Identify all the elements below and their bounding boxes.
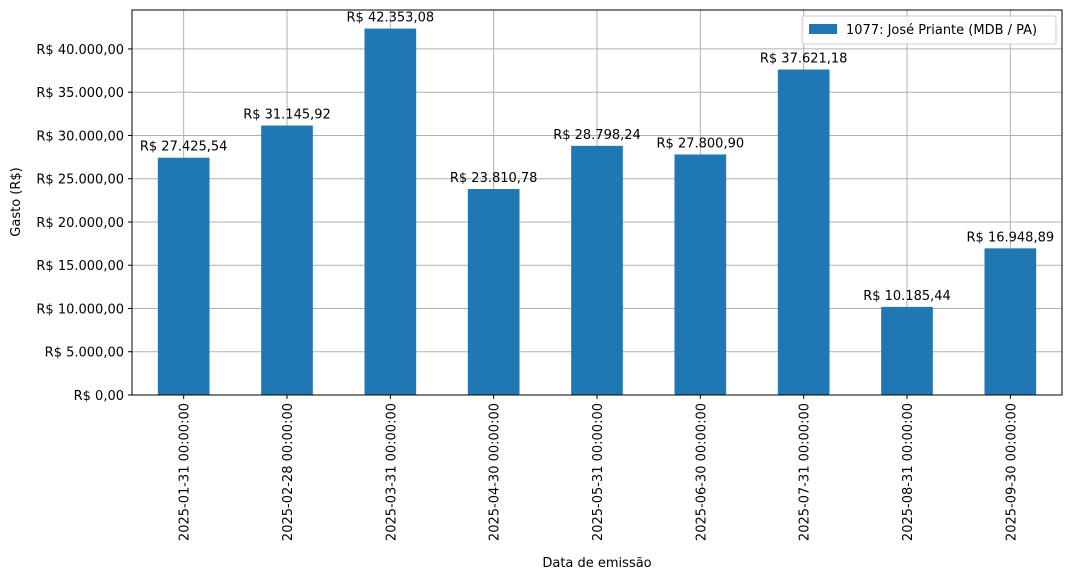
y-tick-label: R$ 15.000,00 <box>36 259 124 274</box>
y-tick-label: R$ 25.000,00 <box>36 173 124 188</box>
bar <box>571 145 623 395</box>
bar-data-label: R$ 16.948,89 <box>967 230 1055 245</box>
bar <box>157 157 210 395</box>
bar-data-label: R$ 37.621,18 <box>760 52 848 67</box>
data-labels-layer: R$ 27.425,54 R$ 31.145,92 R$ 42.353,08 R$ 2… <box>140 11 1054 304</box>
bar-data-label: R$ 31.145,92 <box>243 108 331 123</box>
legend: 1077: José Priante (MDB / PA) <box>801 15 1057 45</box>
y-ticks-layer: R$ 0,00 R$ 5.000,00 R$ 10.000,00 R$ 15.000,… <box>36 43 132 404</box>
legend-label: 1077: José Priante (MDB / PA) <box>846 23 1037 38</box>
y-axis-label: Gasto (R$) <box>9 167 24 236</box>
legend-swatch <box>809 24 837 34</box>
bar <box>261 125 313 395</box>
y-tick-label: R$ 5.000,00 <box>45 346 124 361</box>
x-tick-label: 2025-09-30 00:00:00 <box>1004 403 1019 541</box>
y-tick-label: R$ 40.000,00 <box>36 43 124 58</box>
bar-data-label: R$ 27.425,54 <box>140 140 228 155</box>
x-tick-label: 2025-06-30 00:00:00 <box>694 403 709 541</box>
x-tick-label: 2025-04-30 00:00:00 <box>488 403 503 541</box>
legend-box <box>801 15 1057 45</box>
x-tick-label: 2025-08-31 00:00:00 <box>901 403 916 541</box>
bar-data-label: R$ 23.810,78 <box>450 171 538 186</box>
x-axis-label: Data de emissão <box>542 556 651 571</box>
bars-layer <box>157 28 1037 396</box>
x-tick-label: 2025-07-31 00:00:00 <box>798 403 813 541</box>
bar <box>984 248 1037 395</box>
bar-data-label: R$ 28.798,24 <box>553 128 641 143</box>
bar-data-label: R$ 42.353,08 <box>347 11 435 26</box>
x-ticks-layer: 2025-01-31 00:00:00 2025-02-28 00:00:00 20… <box>178 395 1019 541</box>
y-tick-label: R$ 10.000,00 <box>36 302 124 317</box>
x-tick-label: 2025-01-31 00:00:00 <box>178 403 193 541</box>
y-tick-label: R$ 30.000,00 <box>36 129 124 144</box>
bar <box>364 28 417 396</box>
bar-data-label: R$ 27.800,90 <box>657 136 745 151</box>
x-tick-label: 2025-02-28 00:00:00 <box>281 403 296 541</box>
bar <box>674 154 727 395</box>
bar <box>777 69 830 395</box>
y-tick-label: R$ 20.000,00 <box>36 216 124 231</box>
x-tick-label: 2025-03-31 00:00:00 <box>384 403 399 541</box>
y-tick-label: R$ 0,00 <box>74 389 124 404</box>
x-tick-label: 2025-05-31 00:00:00 <box>591 403 606 541</box>
bar <box>881 306 933 395</box>
bar <box>467 188 520 395</box>
bar-data-label: R$ 10.185,44 <box>863 289 951 304</box>
y-tick-label: R$ 35.000,00 <box>36 86 124 101</box>
